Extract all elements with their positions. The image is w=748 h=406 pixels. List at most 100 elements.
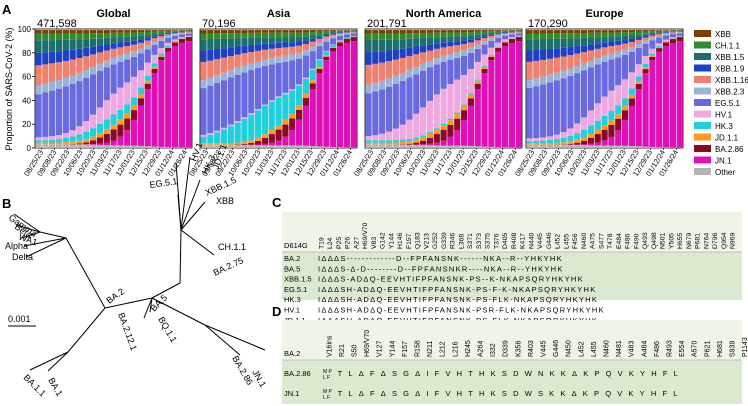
bar-segment-jd-1-1 [295,105,303,110]
bar-segment-hv-1 [289,89,296,91]
bar-segment-xbb [207,30,214,34]
bar-segment-xbb [62,30,69,34]
bar-segment-jd-1-1 [587,134,595,138]
table-c-position: R346 [450,233,457,249]
bar-segment-hk-3 [635,76,642,82]
bar-segment-xbb-2-3 [158,38,165,41]
table-c-position: Q498 [651,232,658,249]
bar-segment-xbb-1-9 [268,43,275,49]
bar-segment-xbb [420,30,427,34]
bar-segment-xbb-1-9 [587,44,595,51]
bar-segment-hk-3 [433,128,440,130]
bar-segment-eg-5-1 [560,78,567,133]
bar-segment-jn-1 [295,119,303,146]
bar-segment-eg-5-1 [282,61,289,93]
mutation-table-c: T19 L24 P25 P26 A27 H69/V70 V83 G142 Y144 H146 F15… [282,212,742,325]
table-c-position: L368 [458,234,465,249]
bar-segment-xbb-2-3 [560,70,567,79]
bar-segment-xbb-1-9 [399,48,406,58]
bar-segment-hv-1 [302,77,310,79]
bar-segment-ch-1-1 [433,32,440,38]
bar-segment-ba-2-86 [255,140,262,145]
table-d-position: Y144 [389,341,396,357]
bar-segment-hk-3 [144,75,151,81]
bar-segment-ba-2-86 [124,118,131,131]
bar-segment-ch-1-1 [309,32,316,36]
bar-segment-other [295,145,303,148]
bar-segment-xbb-1-5 [261,37,269,44]
bar-segment-xbb-2-3 [495,35,502,38]
table-c-position: S373 [476,233,483,249]
bar-segment-ch-1-1 [635,31,642,35]
bar-segment-xbb [90,30,97,34]
bar-segment-hv-1 [316,59,323,61]
bar-segment-jn-1 [628,105,636,146]
bar-segment-hv-1 [433,94,440,129]
bar-segment-eg-5-1 [581,70,588,118]
bar-segment-ba-2-86 [440,129,447,141]
bar-segment-hv-1 [55,134,63,140]
bar-segment-xbb-2-3 [642,40,649,44]
bar-segment-xbb-2-3 [200,80,207,89]
bar-segment-hk-3 [406,138,413,142]
table-c-position: H655 [677,233,684,249]
bar-segment-other [628,145,636,148]
bar-segment-xbb-1-16 [83,56,90,71]
bar-segment-xbb-1-5 [76,39,83,49]
bar-segment-hv-1 [110,93,117,115]
bar-segment-hv-1 [406,119,413,139]
bar-segment-ch-1-1 [234,33,241,39]
bar-segment-hv-1 [255,108,262,111]
bar-segment-xbb-1-9 [49,51,56,64]
bar-segment-xbb-2-3 [546,74,554,83]
bar-segment-eg-5-1 [248,70,255,114]
bar-segment-hv-1 [501,39,509,42]
bar-segment-ch-1-1 [526,33,533,40]
bar-segment-hv-1 [372,135,379,141]
bar-segment-xbb-1-5 [615,36,622,41]
bar-segment-jd-1-1 [601,125,608,130]
bar-segment-ch-1-1 [69,33,76,40]
bar-segment-xbb-1-16 [515,31,522,33]
bar-segment-xbb-1-5 [35,40,42,53]
bar-segment-xbb-1-5 [467,35,475,40]
bar-segment-jd-1-1 [501,41,509,43]
bar-segment-hv-1 [76,126,83,135]
bar-segment-ch-1-1 [330,30,337,33]
bar-segment-hv-1 [220,127,228,130]
bar-segment-jd-1-1 [110,124,117,130]
bar-segment-xbb [76,30,83,34]
bar-segment-xbb [241,30,248,33]
bar-segment-xbb-1-5 [567,38,574,47]
bar-segment-eg-5-1 [69,83,76,131]
bar-segment-xbb-2-3 [406,69,413,78]
bar-segment-ba-2-86 [574,142,581,145]
table-c-position: Q954 [721,232,728,249]
bar-segment-eg-5-1 [103,67,110,101]
bar-segment-eg-5-1 [171,35,179,40]
bar-segment-xbb-1-9 [103,44,110,51]
bar-segment-xbb-1-9 [581,45,588,53]
panel-label-b: B [2,196,11,211]
bar-segment-jn-1 [96,143,104,145]
bar-segment-xbb [615,30,622,33]
bar-segment-xbb [587,30,595,33]
table-c-position: F486 [625,233,632,249]
legend-label: JD.1.1 [715,134,739,143]
tree-branch [180,156,191,231]
bar-segment-jn-1 [460,120,468,146]
bar-segment-xbb [392,30,399,34]
bar-segment-other [137,145,145,148]
bar-segment-xbb-1-9 [540,49,547,60]
bar-segment-ch-1-1 [413,33,420,39]
bar-segment-xbb-1-16 [385,61,393,79]
table-d-position: L216 [452,341,459,357]
bar-segment-jn-1 [330,51,337,148]
bar-segment-ch-1-1 [282,32,289,38]
bar-segment-xbb-2-3 [227,70,234,78]
table-d-position: V483 [629,341,636,357]
bar-segment-xbb [488,30,495,32]
bar-segment-eg-5-1 [481,44,488,55]
bar-segment-xbb-1-5 [302,36,310,41]
chart-asia: Asia70,19608/25/2309/08/2309/22/2310/06/… [187,8,358,178]
